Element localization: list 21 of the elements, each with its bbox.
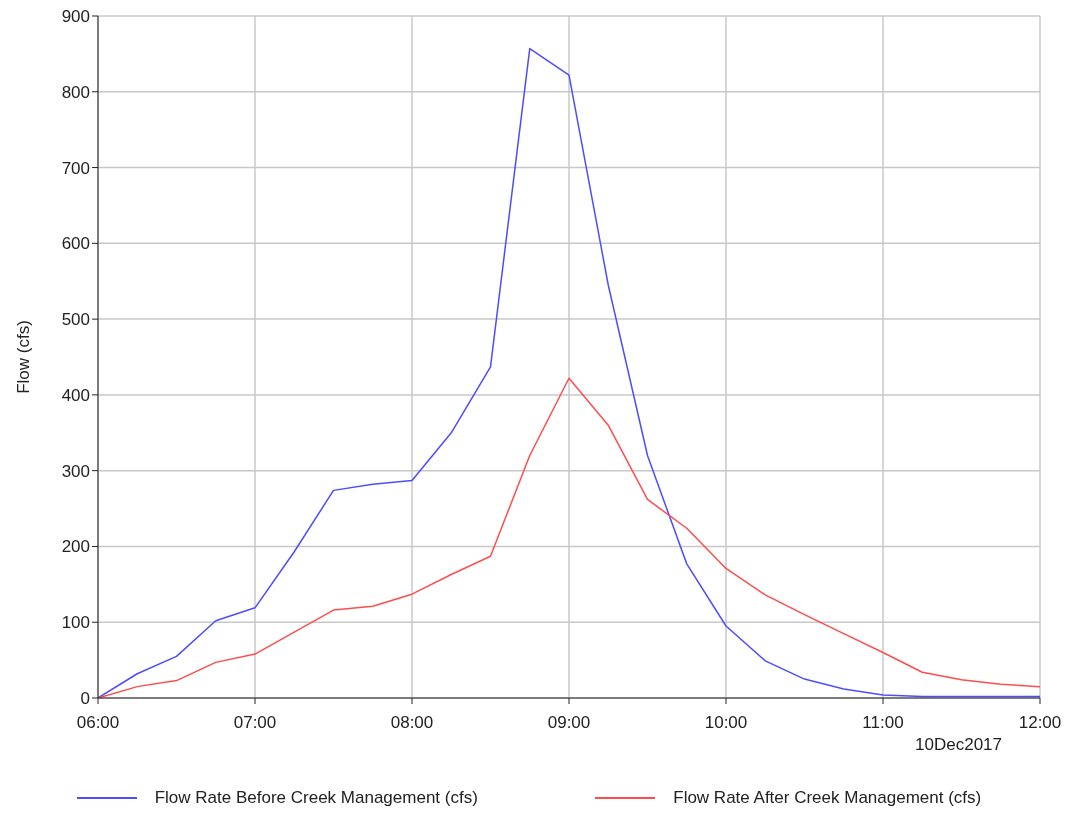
x-axis-title: 10Dec2017: [915, 735, 1002, 754]
y-tick-label: 0: [80, 689, 90, 709]
x-tick-label: 06:00: [76, 713, 120, 733]
y-tick-label: 900: [61, 7, 90, 27]
x-tick-label: 08:00: [390, 713, 434, 733]
x-tick-label: 09:00: [547, 713, 591, 733]
y-axis-title: Flow (cfs): [14, 320, 34, 394]
y-tick-label: 600: [61, 234, 90, 254]
legend-label: Flow Rate Before Creek Management (cfs): [153, 788, 478, 808]
y-tick-label: 800: [61, 82, 90, 102]
y-tick-label: 400: [61, 385, 90, 405]
x-tick-label: 10:00: [704, 713, 748, 733]
y-tick-label: 500: [61, 310, 90, 330]
y-tick-label: 100: [61, 613, 90, 633]
y-tick-label: 300: [61, 461, 90, 481]
x-tick-label: 07:00: [233, 713, 277, 733]
y-tick-label: 200: [61, 537, 90, 557]
x-tick-label: 12:00: [1018, 713, 1062, 733]
x-tick-label: 11:00: [862, 713, 904, 733]
y-tick-label: 700: [61, 158, 90, 178]
legend-label: Flow Rate After Creek Management (cfs): [672, 788, 982, 808]
